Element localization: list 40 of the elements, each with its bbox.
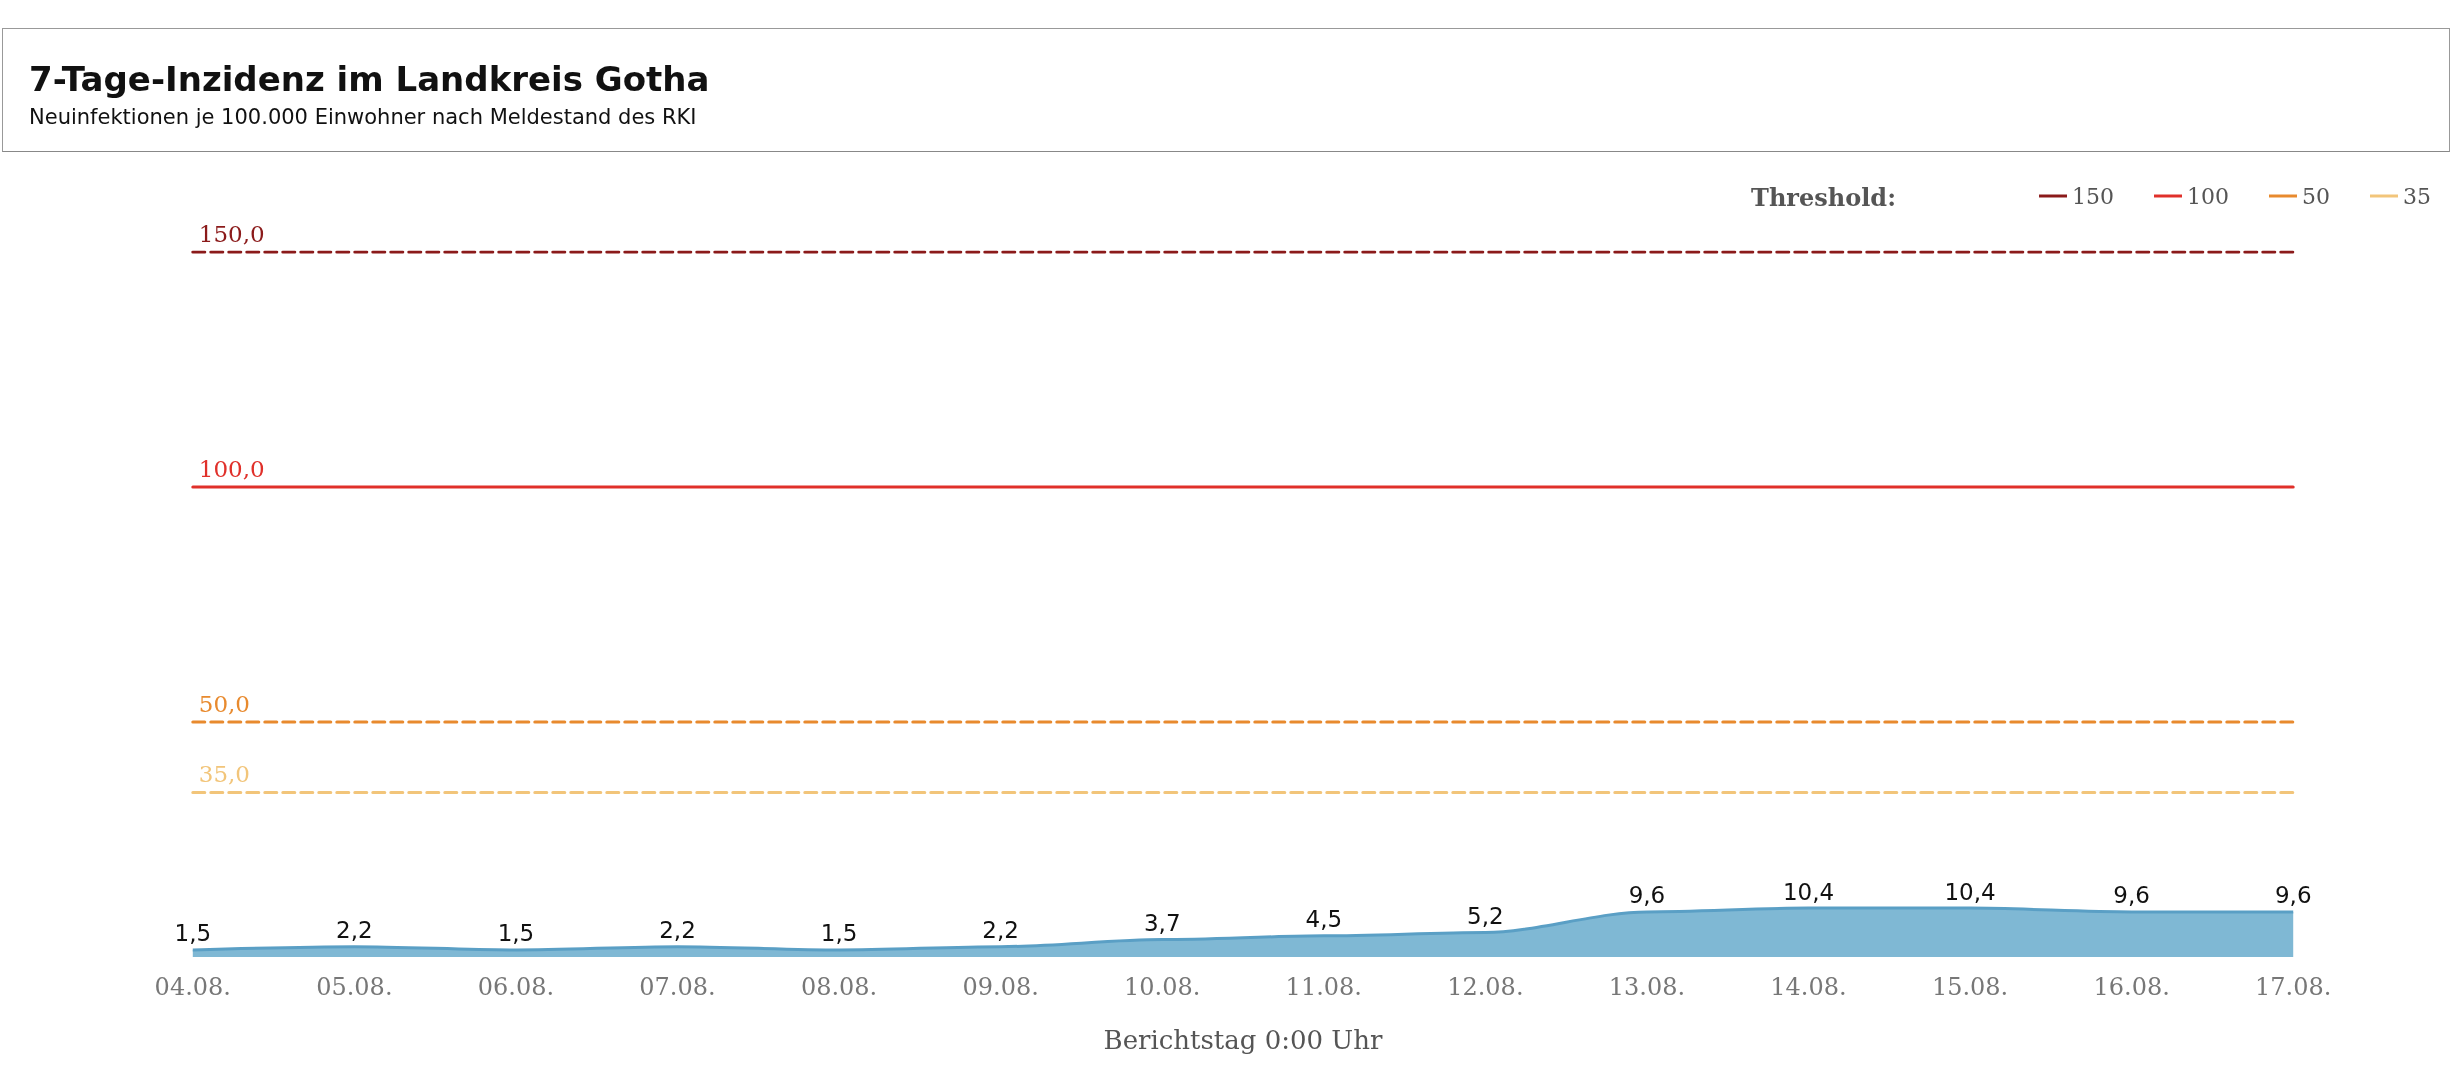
data-label: 9,6	[2274, 882, 2312, 909]
legend-label: 35	[2403, 183, 2432, 209]
x-tick-label: 09.08.	[962, 973, 1039, 1001]
legend-label: 100	[2187, 183, 2230, 209]
x-tick-label: 10.08.	[1124, 973, 1201, 1001]
x-tick-label: 07.08.	[639, 973, 716, 1001]
x-tick-label: 13.08.	[1608, 973, 1686, 1001]
data-label: 10,4	[1782, 878, 1835, 905]
data-label: 2,2	[659, 917, 696, 944]
x-tick-label: 06.08.	[477, 973, 555, 1001]
data-label: 1,5	[820, 920, 858, 947]
x-tick-label: 08.08.	[800, 973, 878, 1001]
data-label: 9,6	[1628, 882, 1666, 909]
x-tick-label: 05.08.	[316, 973, 393, 1001]
data-label: 50,0	[198, 690, 250, 717]
x-tick-label: 14.08.	[1770, 973, 1847, 1001]
data-label: 2,2	[336, 917, 373, 944]
data-label: 100,0	[198, 455, 265, 482]
x-tick-label: 11.08.	[1285, 973, 1362, 1001]
x-axis-title: Berichtstag 0:00 Uhr	[1103, 1025, 1384, 1055]
data-label: 35,0	[198, 761, 250, 787]
data-label: 9,6	[2113, 882, 2150, 909]
chart-title: 7-Tage-Inzidenz im Landkreis Gotha	[29, 59, 710, 99]
data-label: 3,7	[1143, 910, 1181, 937]
x-tick-label: 17.08.	[2255, 973, 2332, 1001]
legend-label: 150	[2072, 183, 2115, 209]
legend-title: Threshold:	[1751, 183, 1896, 212]
x-tick-label: 12.08.	[1447, 973, 1524, 1001]
x-tick-label: 15.08.	[1931, 973, 2009, 1001]
chart-subtitle: Neuinfektionen je 100.000 Einwohner nach Meldestand des RKI	[29, 105, 697, 129]
legend-label: 50	[2302, 183, 2331, 209]
x-tick-label: 16.08.	[2093, 973, 2170, 1001]
data-label: 4,5	[1305, 906, 1343, 933]
data-label: 1,5	[497, 920, 535, 947]
data-label: 1,5	[174, 920, 212, 947]
data-label: 2,2	[982, 917, 1019, 944]
data-label: 10,4	[1944, 878, 1996, 905]
x-tick-label: 04.08.	[154, 973, 231, 1001]
data-label: 150,0	[198, 220, 265, 247]
data-label: 5,2	[1467, 903, 1504, 930]
